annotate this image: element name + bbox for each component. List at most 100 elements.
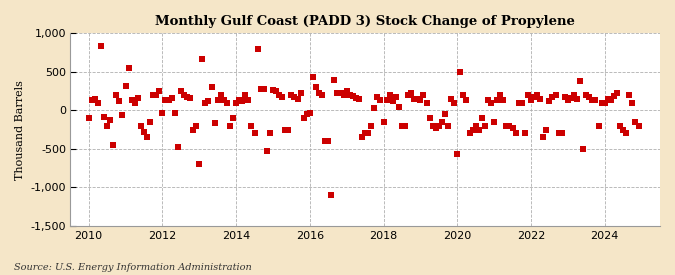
Point xyxy=(360,131,371,136)
Point xyxy=(108,143,119,147)
Point xyxy=(538,135,549,139)
Point xyxy=(562,98,573,103)
Point xyxy=(544,99,555,103)
Point xyxy=(522,93,533,97)
Point xyxy=(547,95,558,100)
Point xyxy=(219,98,230,103)
Y-axis label: Thousand Barrels: Thousand Barrels xyxy=(15,80,25,180)
Point xyxy=(439,112,450,116)
Point xyxy=(344,93,355,97)
Point xyxy=(96,44,107,49)
Point xyxy=(590,98,601,103)
Point xyxy=(418,93,429,97)
Point xyxy=(83,116,94,120)
Point xyxy=(473,127,484,132)
Point xyxy=(412,97,423,101)
Point xyxy=(378,120,389,124)
Point xyxy=(240,93,250,97)
Point xyxy=(142,135,153,139)
Point xyxy=(609,94,620,99)
Point xyxy=(209,121,220,126)
Point xyxy=(265,131,275,136)
Point xyxy=(498,98,509,103)
Point xyxy=(584,95,595,100)
Point xyxy=(289,95,300,100)
Point xyxy=(381,98,392,103)
Point xyxy=(304,111,315,115)
Point xyxy=(348,94,358,99)
Point xyxy=(252,46,263,51)
Point xyxy=(452,152,462,156)
Point xyxy=(596,100,607,105)
Point xyxy=(602,97,613,101)
Point xyxy=(489,120,500,124)
Point xyxy=(409,97,420,101)
Point xyxy=(326,193,337,197)
Point xyxy=(624,93,634,97)
Point xyxy=(151,93,161,97)
Point xyxy=(560,95,570,100)
Point xyxy=(237,99,248,103)
Point xyxy=(182,95,192,100)
Point xyxy=(400,123,410,128)
Point xyxy=(455,70,466,74)
Point xyxy=(166,96,177,100)
Point xyxy=(621,131,632,136)
Point xyxy=(215,93,226,97)
Point xyxy=(225,123,236,128)
Point xyxy=(92,100,103,105)
Point xyxy=(394,104,404,109)
Point xyxy=(86,98,97,103)
Point xyxy=(605,98,616,103)
Point xyxy=(581,93,592,97)
Point xyxy=(277,95,288,100)
Point xyxy=(301,112,312,116)
Point xyxy=(354,97,364,101)
Point xyxy=(437,120,448,124)
Point xyxy=(415,98,426,103)
Point xyxy=(259,87,269,91)
Point xyxy=(267,87,278,92)
Point xyxy=(479,123,490,128)
Point xyxy=(203,99,214,103)
Point xyxy=(550,93,561,97)
Point xyxy=(123,66,134,70)
Point xyxy=(163,98,174,103)
Point xyxy=(554,131,564,136)
Point xyxy=(280,127,291,132)
Point xyxy=(387,99,398,103)
Point xyxy=(599,100,610,105)
Point xyxy=(369,106,380,110)
Point xyxy=(572,97,583,101)
Point xyxy=(593,123,604,128)
Point xyxy=(89,97,100,101)
Point xyxy=(458,93,469,97)
Point xyxy=(362,131,373,136)
Point xyxy=(483,98,493,103)
Point xyxy=(507,126,518,130)
Point xyxy=(556,131,567,136)
Point xyxy=(114,99,125,103)
Point xyxy=(492,98,503,103)
Point xyxy=(200,100,211,105)
Point xyxy=(421,100,432,105)
Point xyxy=(433,123,444,128)
Point xyxy=(130,100,140,105)
Point xyxy=(138,130,149,134)
Point xyxy=(99,114,109,119)
Point xyxy=(323,139,333,143)
Point xyxy=(504,123,515,128)
Point xyxy=(513,100,524,105)
Point xyxy=(298,116,309,120)
Point xyxy=(271,89,281,93)
Point xyxy=(310,85,321,89)
Point xyxy=(249,131,260,136)
Point xyxy=(397,123,408,128)
Point xyxy=(169,111,180,116)
Point xyxy=(424,116,435,120)
Point xyxy=(286,93,297,97)
Point xyxy=(477,116,487,120)
Point xyxy=(188,127,198,132)
Point xyxy=(431,126,441,130)
Point xyxy=(568,93,579,97)
